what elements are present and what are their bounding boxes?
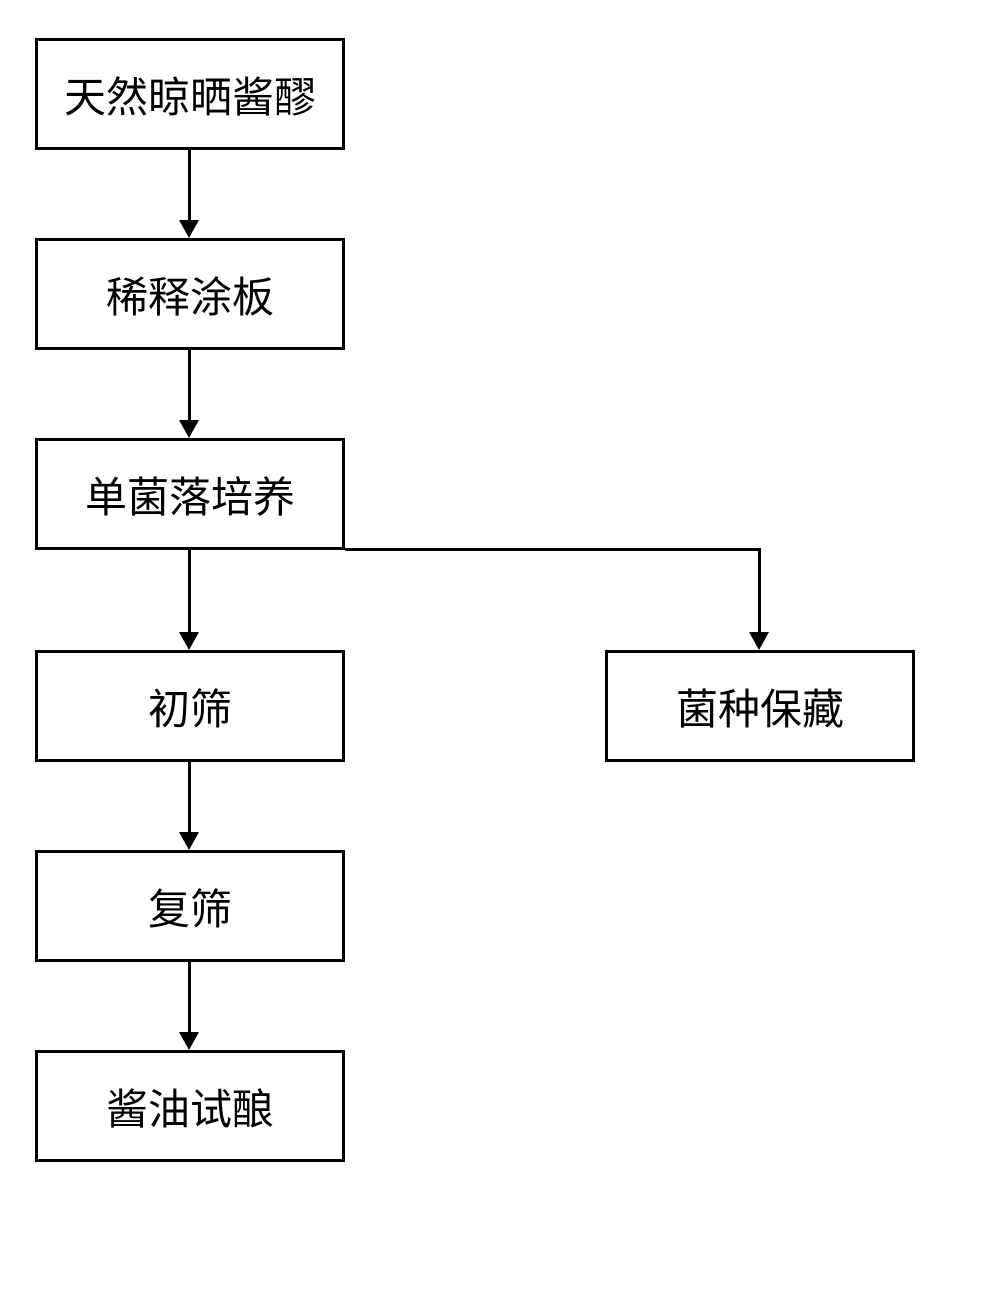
node-label: 初筛	[148, 676, 232, 737]
arrow-head	[179, 832, 199, 850]
flowchart-node: 菌种保藏	[605, 650, 915, 762]
node-label: 稀释涂板	[106, 264, 274, 325]
arrow-line	[188, 550, 191, 632]
arrow-line	[188, 350, 191, 420]
flowchart-node: 天然晾晒酱醪	[35, 38, 345, 150]
arrow-line	[345, 548, 760, 551]
flowchart-node: 单菌落培养	[35, 438, 345, 550]
arrow-line	[188, 150, 191, 220]
node-label: 菌种保藏	[676, 676, 844, 737]
arrow-head	[179, 420, 199, 438]
node-label: 复筛	[148, 876, 232, 937]
arrow-head	[179, 632, 199, 650]
arrow-line	[188, 962, 191, 1032]
flowchart-node: 稀释涂板	[35, 238, 345, 350]
arrow-head	[179, 220, 199, 238]
flowchart-node: 酱油试酿	[35, 1050, 345, 1162]
flowchart-container: 天然晾晒酱醪 稀释涂板 单菌落培养 初筛 菌种保藏 复筛 酱油试酿	[0, 0, 998, 1305]
flowchart-node: 复筛	[35, 850, 345, 962]
node-label: 单菌落培养	[85, 464, 295, 525]
node-label: 天然晾晒酱醪	[64, 64, 316, 125]
flowchart-node: 初筛	[35, 650, 345, 762]
arrow-line	[758, 548, 761, 632]
arrow-head	[179, 1032, 199, 1050]
arrow-head	[749, 632, 769, 650]
arrow-line	[188, 762, 191, 832]
node-label: 酱油试酿	[106, 1076, 274, 1137]
